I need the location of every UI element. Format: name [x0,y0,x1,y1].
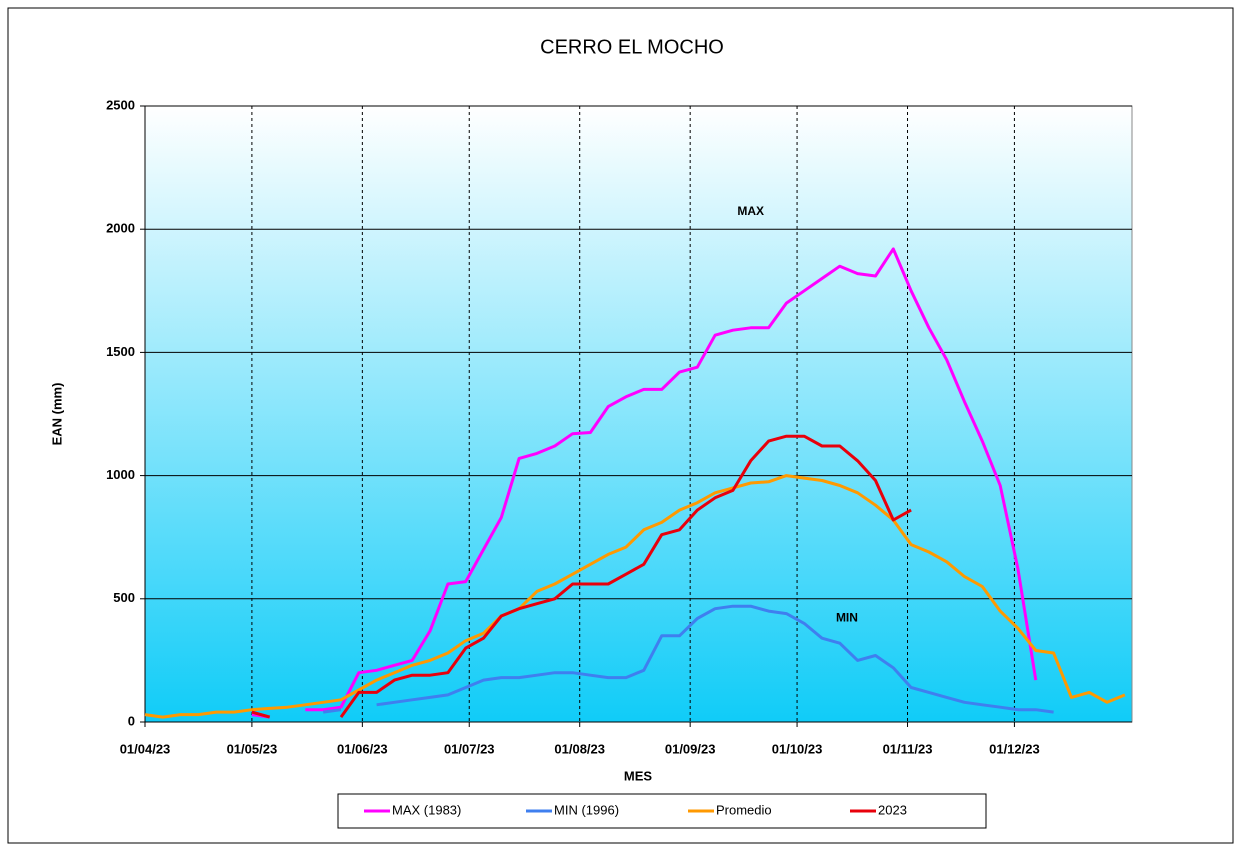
y-tick-label: 500 [113,590,135,605]
annotation: MIN [836,611,858,625]
legend-label: MIN (1996) [554,802,619,817]
y-tick-label: 1500 [106,344,135,359]
x-tick-label: 01/09/23 [665,741,716,756]
y-tick-label: 0 [128,713,135,728]
x-tick-label: 01/12/23 [989,741,1040,756]
legend [337,793,987,829]
x-tick-label: 01/11/23 [883,741,933,756]
plot-area [144,105,1133,723]
annotation: MAX [737,204,764,218]
x-tick-label: 01/04/23 [120,741,171,756]
y-tick-label: 1000 [106,467,135,482]
series-line [144,474,1126,719]
legend-label: 2023 [878,802,907,817]
legend-label: MAX (1983) [392,802,461,817]
x-axis-label: MES [624,768,653,783]
x-tick-label: 01/10/23 [772,741,823,756]
x-tick-label: 01/05/23 [227,741,278,756]
x-tick-label: 01/06/23 [337,741,388,756]
series-line [251,434,912,719]
y-tick-label: 2500 [106,97,135,112]
y-axis-label: EAN (mm) [49,383,64,446]
x-tick-label: 01/07/23 [444,741,495,756]
legend-label: Promedio [716,802,772,817]
y-tick-label: 2000 [106,221,135,236]
chart-title: CERRO EL MOCHO [540,36,724,58]
x-tick-label: 01/08/23 [554,741,605,756]
